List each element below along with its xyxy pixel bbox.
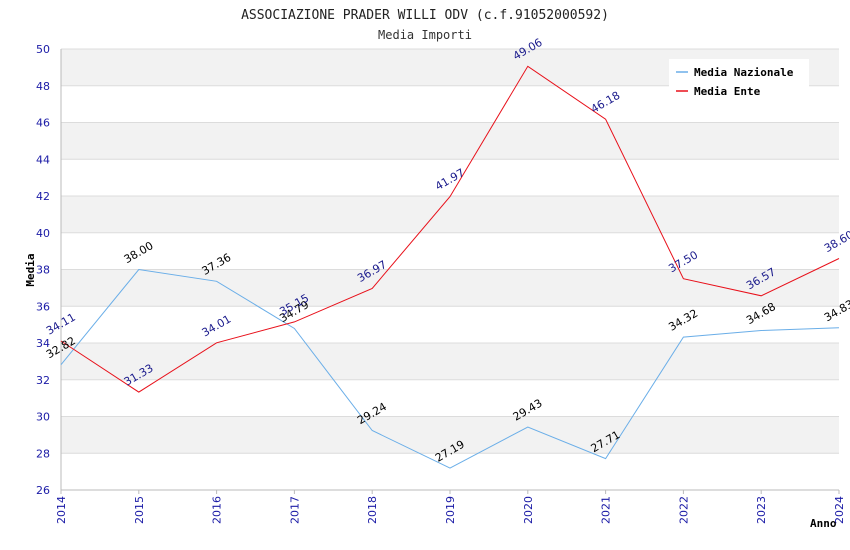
chart-title: ASSOCIAZIONE PRADER WILLI ODV (c.f.91052… xyxy=(241,8,609,23)
grid-band xyxy=(61,343,839,380)
grid-band xyxy=(61,122,839,160)
grid-band xyxy=(61,453,839,490)
chart-subtitle: Media Importi xyxy=(378,28,472,42)
chart-legend: Media Nazionale Media Ente xyxy=(669,59,809,101)
x-axis: 2014 2015 2016 2017 2018 2019 2020 2021 2022 2023… xyxy=(55,489,846,524)
grid-band xyxy=(61,232,839,270)
x-tick-label: 2024 xyxy=(833,496,846,524)
y-tick-label: 42 xyxy=(36,190,50,203)
legend-box xyxy=(669,59,809,101)
x-tick-label: 2020 xyxy=(522,496,535,524)
y-tick-label: 44 xyxy=(36,153,50,166)
series-line xyxy=(60,65,840,393)
y-tick-label: 50 xyxy=(36,43,50,56)
y-tick-label: 48 xyxy=(36,80,50,93)
y-axis: 26 28 30 32 34 36 38 40 42 44 46 48 50 xyxy=(36,43,62,497)
legend-label: Media Nazionale xyxy=(694,66,794,79)
x-tick-label: 2019 xyxy=(444,496,457,524)
x-tick-label: 2017 xyxy=(288,496,301,524)
x-axis-title: Anno xyxy=(810,517,837,530)
grid-band xyxy=(61,306,839,343)
y-tick-label: 32 xyxy=(36,374,50,387)
x-tick-label: 2021 xyxy=(600,496,613,524)
grid-band xyxy=(61,416,839,454)
x-tick-label: 2023 xyxy=(755,496,768,524)
y-tick-label: 46 xyxy=(36,117,50,130)
y-tick-label: 40 xyxy=(36,227,50,240)
y-tick-label: 28 xyxy=(36,447,50,460)
y-tick-label: 26 xyxy=(36,484,50,497)
y-tick-label: 36 xyxy=(36,300,50,313)
grid-band xyxy=(61,269,839,307)
legend-label: Media Ente xyxy=(694,85,761,98)
y-axis-title: Media xyxy=(24,253,37,286)
series-line xyxy=(60,268,840,469)
grid-band xyxy=(61,159,839,196)
grid-band xyxy=(61,196,839,233)
x-tick-label: 2015 xyxy=(133,496,146,524)
x-tick-label: 2018 xyxy=(366,496,379,524)
y-tick-label: 30 xyxy=(36,411,50,424)
grid-bands xyxy=(61,48,839,491)
grid-band xyxy=(61,379,839,417)
x-tick-label: 2014 xyxy=(55,496,68,524)
y-tick-label: 38 xyxy=(36,264,50,277)
x-tick-label: 2022 xyxy=(677,496,690,524)
y-tick-label: 34 xyxy=(36,337,50,350)
x-tick-label: 2016 xyxy=(211,496,224,524)
series-lines xyxy=(60,65,840,469)
